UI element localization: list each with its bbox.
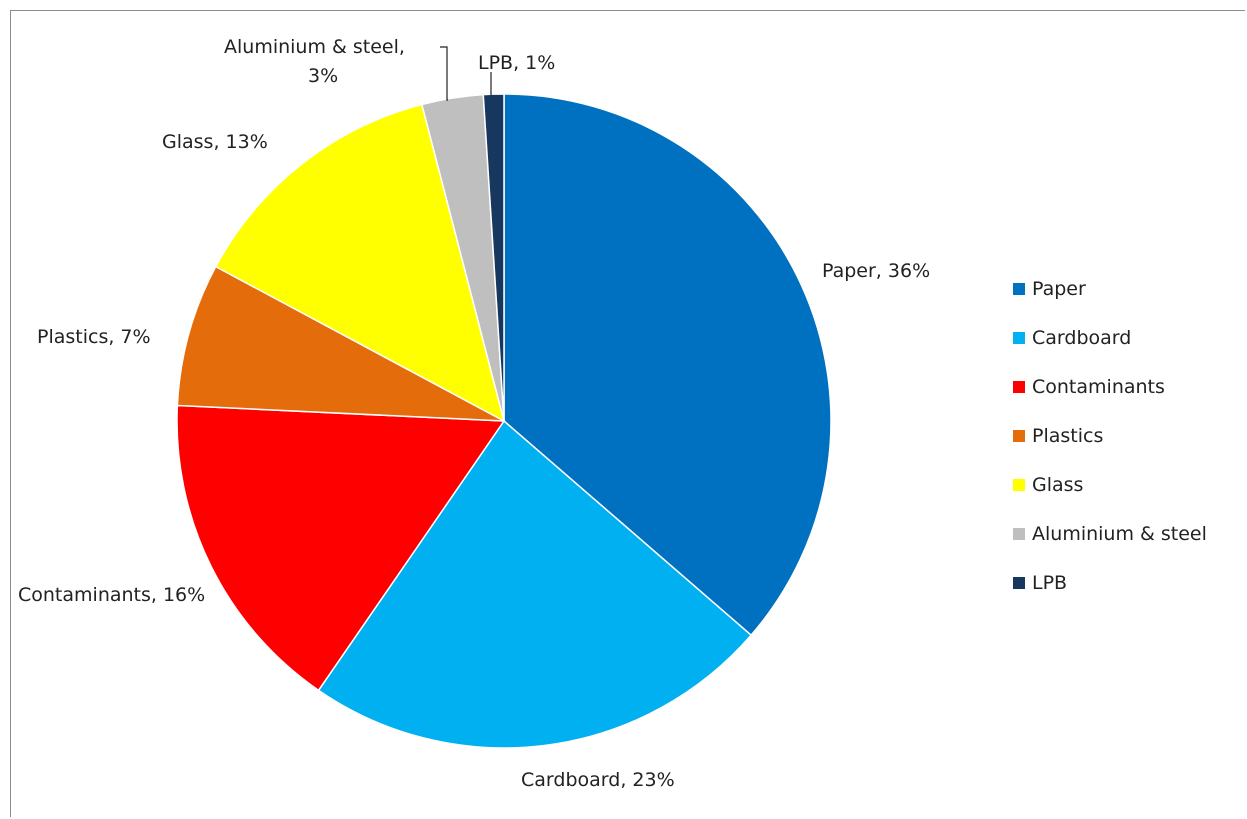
legend-item-glass: Glass bbox=[1013, 460, 1207, 509]
legend-label-aluminium-steel: Aluminium & steel bbox=[1032, 522, 1207, 545]
legend: Paper Cardboard Contaminants Plastics Glass A… bbox=[1013, 264, 1207, 607]
data-label-plastics: Plastics, 7% bbox=[37, 326, 151, 348]
data-label-contaminants: Contaminants, 16% bbox=[18, 584, 205, 606]
pie-slice-paper bbox=[503, 93, 832, 637]
legend-item-lpb: LPB bbox=[1013, 558, 1207, 607]
legend-label-cardboard: Cardboard bbox=[1032, 326, 1132, 349]
legend-swatch-cardboard bbox=[1013, 331, 1025, 344]
legend-swatch-aluminium-steel bbox=[1013, 527, 1025, 540]
data-label-glass: Glass, 13% bbox=[162, 131, 268, 153]
pie-slices bbox=[176, 93, 832, 749]
legend-item-contaminants: Contaminants bbox=[1013, 362, 1207, 411]
data-label-paper: Paper, 36% bbox=[822, 260, 930, 282]
pie-slice-lpb bbox=[482, 93, 505, 422]
legend-label-plastics: Plastics bbox=[1032, 424, 1104, 447]
legend-label-glass: Glass bbox=[1032, 473, 1084, 496]
legend-swatch-lpb bbox=[1013, 576, 1025, 589]
pie-slice-contaminants bbox=[176, 404, 506, 692]
legend-swatch-plastics bbox=[1013, 429, 1025, 442]
data-label-cardboard: Cardboard, 23% bbox=[521, 769, 675, 791]
legend-item-aluminium-steel: Aluminium & steel bbox=[1013, 509, 1207, 558]
legend-label-lpb: LPB bbox=[1032, 571, 1068, 594]
pie-slice-glass bbox=[214, 103, 506, 423]
legend-swatch-glass bbox=[1013, 478, 1025, 491]
legend-item-paper: Paper bbox=[1013, 264, 1207, 313]
data-label-aluminium: Aluminium & steel, 3% bbox=[224, 36, 411, 87]
pie-slice-cardboard bbox=[317, 419, 753, 749]
chart-frame bbox=[10, 10, 1245, 817]
data-label-aluminium-line1: Aluminium & steel, bbox=[224, 36, 405, 58]
legend-item-cardboard: Cardboard bbox=[1013, 313, 1207, 362]
leader-lines bbox=[440, 46, 492, 101]
pie-slice-plastics bbox=[176, 265, 505, 422]
data-label-lpb: LPB, 1% bbox=[478, 52, 555, 74]
data-labels: Paper, 36% Cardboard, 23% Contaminants, … bbox=[18, 36, 930, 791]
legend-swatch-paper bbox=[1013, 282, 1025, 295]
legend-label-contaminants: Contaminants bbox=[1032, 375, 1165, 398]
leader-line-aluminium bbox=[440, 46, 448, 101]
legend-swatch-contaminants bbox=[1013, 380, 1025, 393]
data-label-aluminium-line2: 3% bbox=[308, 65, 338, 87]
legend-label-paper: Paper bbox=[1032, 277, 1086, 300]
legend-item-plastics: Plastics bbox=[1013, 411, 1207, 460]
